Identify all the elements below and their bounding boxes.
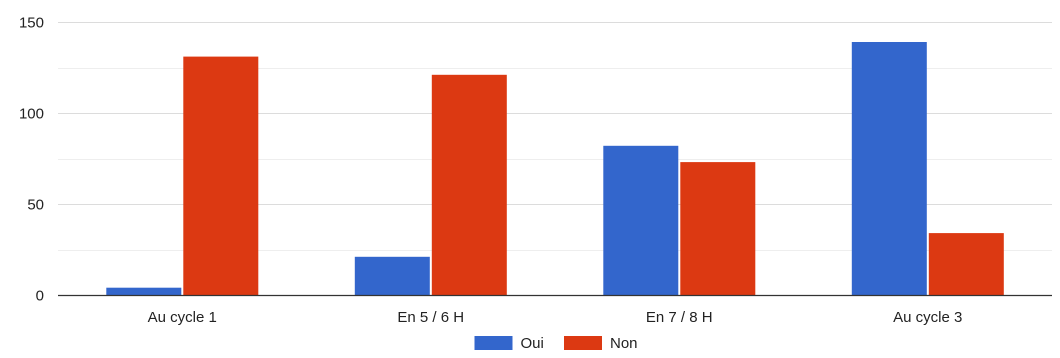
bar-non-2 xyxy=(431,74,507,295)
bar-non-3 xyxy=(680,162,756,295)
bars-layer xyxy=(106,42,1004,295)
x-axis: Au cycle 1 En 5 / 6 H En 7 / 8 H Au cycle 3 xyxy=(58,294,1052,326)
x-category-label: En 5 / 6 H xyxy=(397,309,464,326)
y-axis: 0 50 100 150 xyxy=(19,15,44,305)
x-category-label: Au cycle 1 xyxy=(148,309,217,326)
y-tick-label: 0 xyxy=(36,288,44,305)
legend-item-non[interactable]: Non xyxy=(564,335,638,352)
bar-oui-4 xyxy=(851,42,927,295)
legend-swatch xyxy=(564,336,602,350)
legend-label: Oui xyxy=(521,335,544,352)
bar-oui-2 xyxy=(354,256,430,295)
x-category-label: En 7 / 8 H xyxy=(646,309,713,326)
x-category-label: Au cycle 3 xyxy=(893,309,962,326)
legend-item-oui[interactable]: Oui xyxy=(474,335,544,352)
y-tick-label: 50 xyxy=(27,197,44,214)
legend-label: Non xyxy=(610,335,638,352)
legend: Oui Non xyxy=(474,335,638,352)
y-tick-label: 150 xyxy=(19,15,44,32)
bar-oui-3 xyxy=(603,145,679,295)
y-tick-label: 100 xyxy=(19,106,44,123)
bar-non-4 xyxy=(928,233,1004,295)
legend-swatch xyxy=(474,336,513,350)
bar-oui-1 xyxy=(106,287,182,295)
bar-non-1 xyxy=(183,56,259,295)
